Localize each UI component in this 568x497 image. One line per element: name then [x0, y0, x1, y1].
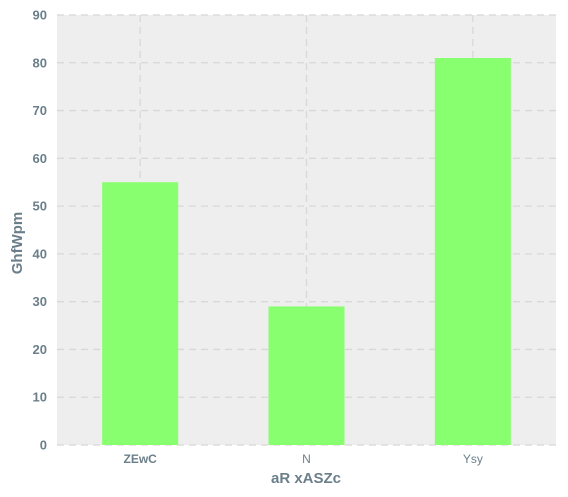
bar-n — [268, 306, 345, 445]
y-tick-label: 70 — [33, 103, 47, 118]
bar-series — [102, 58, 511, 445]
y-tick-label: 80 — [33, 55, 47, 70]
y-tick-label: 10 — [33, 390, 47, 405]
bar-zewc — [102, 182, 179, 445]
y-axis-title: GhfWpm — [9, 212, 26, 274]
y-tick-label: 20 — [33, 342, 47, 357]
x-axis-title: aR xASZc — [271, 470, 341, 487]
y-axis-ticks: 0 10 20 30 40 50 60 70 80 90 — [33, 8, 47, 453]
x-axis-ticks: ZEwC N Ysy — [123, 452, 482, 466]
y-tick-label: 90 — [33, 8, 47, 23]
x-tick-label: N — [302, 452, 311, 466]
bar-ysy — [434, 58, 511, 445]
x-tick-label: ZEwC — [123, 452, 157, 466]
y-tick-label: 60 — [33, 151, 47, 166]
x-tick-label: Ysy — [463, 452, 483, 466]
y-tick-label: 50 — [33, 199, 47, 214]
y-tick-label: 40 — [33, 246, 47, 261]
y-tick-label: 0 — [40, 438, 47, 453]
y-tick-label: 30 — [33, 294, 47, 309]
